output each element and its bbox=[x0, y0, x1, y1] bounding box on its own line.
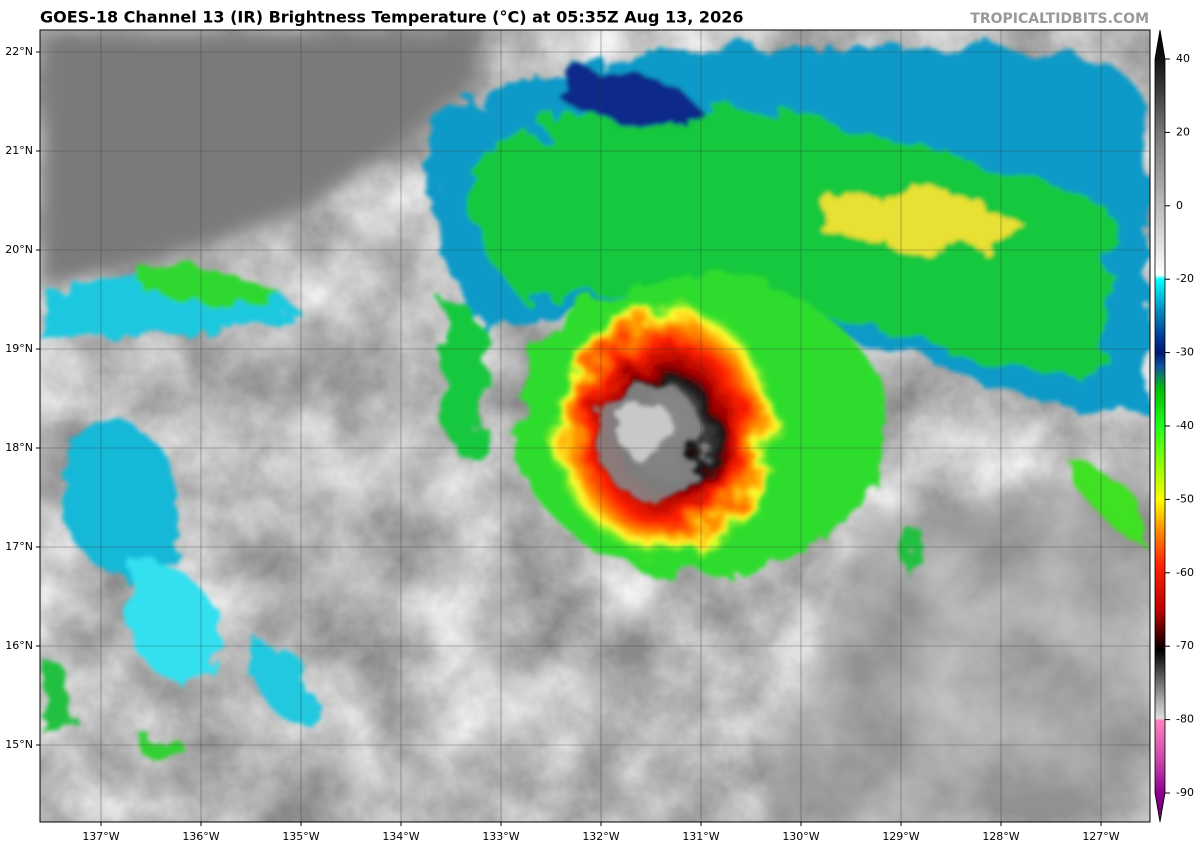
colorbar-tick-label: -50 bbox=[1176, 492, 1194, 505]
lat-label: 15°N bbox=[5, 738, 33, 751]
lat-label: 18°N bbox=[5, 441, 33, 454]
lon-label: 131°W bbox=[682, 830, 719, 843]
lon-label: 130°W bbox=[782, 830, 819, 843]
colorbar-tick-label: -90 bbox=[1176, 786, 1194, 799]
colorbar-ticks: 40 20 0 -20 -30 -40 -50 -60 -70 -80 -90 bbox=[1165, 52, 1194, 799]
lon-label: 129°W bbox=[882, 830, 919, 843]
cloud-bands bbox=[40, 47, 1150, 762]
map-frame bbox=[39, 29, 1151, 823]
lon-label: 134°W bbox=[382, 830, 419, 843]
colorbar-tick-label: -40 bbox=[1176, 419, 1194, 432]
colorbar-tick-label: 40 bbox=[1176, 52, 1190, 65]
satellite-imagery bbox=[40, 30, 1150, 822]
lon-label: 136°W bbox=[182, 830, 219, 843]
colorbar-tick-label: -20 bbox=[1176, 272, 1194, 285]
lon-label: 132°W bbox=[582, 830, 619, 843]
graticule: 22°N 21°N 20°N 19°N 18°N 17°N 16°N 15°N 137°W 136… bbox=[5, 30, 1150, 843]
lon-label: 128°W bbox=[982, 830, 1019, 843]
colorbar-tick-label: -60 bbox=[1176, 566, 1194, 579]
colorbar bbox=[1154, 29, 1166, 823]
title: GOES-18 Channel 13 (IR) Brightness Tempe… bbox=[40, 8, 743, 27]
lon-label: 135°W bbox=[282, 830, 319, 843]
lat-label: 17°N bbox=[5, 540, 33, 553]
lat-label: 21°N bbox=[5, 144, 33, 157]
lat-label: 19°N bbox=[5, 342, 33, 355]
lon-label: 137°W bbox=[82, 830, 119, 843]
colorbar-tick-label: -30 bbox=[1176, 346, 1194, 359]
colorbar-tick-label: 0 bbox=[1176, 199, 1183, 212]
lon-label: 133°W bbox=[482, 830, 519, 843]
lat-label: 20°N bbox=[5, 243, 33, 256]
colorbar-tick-label: -80 bbox=[1176, 713, 1194, 726]
lat-label: 16°N bbox=[5, 639, 33, 652]
colorbar-tick-label: -70 bbox=[1176, 639, 1194, 652]
lon-label: 127°W bbox=[1082, 830, 1119, 843]
lat-label: 22°N bbox=[5, 45, 33, 58]
colorbar-tick-label: 20 bbox=[1176, 125, 1190, 138]
credit: TROPICALTIDBITS.COM bbox=[970, 11, 1149, 27]
